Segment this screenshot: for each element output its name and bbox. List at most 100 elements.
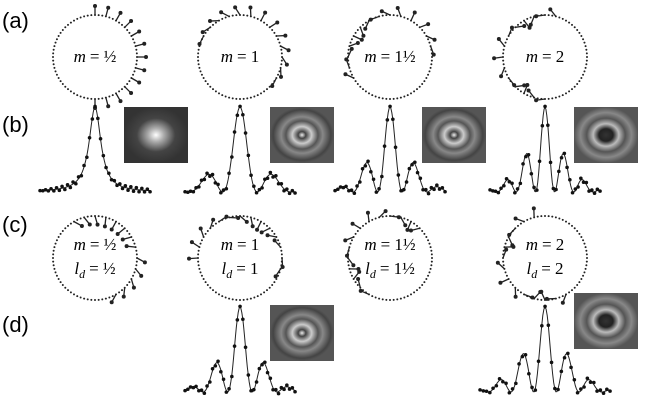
- dot: [537, 298, 539, 300]
- dot: [253, 17, 255, 19]
- value: = 2: [542, 235, 564, 254]
- dot: [64, 26, 66, 28]
- dot: [430, 268, 432, 270]
- dot: [416, 225, 418, 227]
- dot: [375, 95, 377, 97]
- dot: [357, 284, 359, 286]
- variable: m: [221, 47, 233, 66]
- dot: [273, 80, 275, 82]
- dot: [253, 296, 255, 298]
- dot: [62, 230, 64, 232]
- dot: [385, 98, 387, 100]
- variable: m: [74, 235, 86, 254]
- dot: [430, 49, 432, 51]
- arrow-head: [507, 233, 511, 237]
- value: = ½: [90, 235, 117, 254]
- label: m= 1: [221, 235, 260, 254]
- value: = 2: [542, 47, 564, 66]
- label: m= 1½: [364, 235, 416, 254]
- arrow-head: [343, 238, 347, 242]
- dot: [551, 216, 553, 218]
- dot: [207, 284, 209, 286]
- dot: [350, 42, 352, 44]
- dot: [348, 264, 350, 266]
- dot: [502, 253, 504, 255]
- dot: [400, 298, 402, 300]
- dot: [52, 253, 54, 255]
- dot: [53, 246, 55, 248]
- dot: [574, 86, 576, 88]
- dot: [273, 233, 275, 235]
- dot: [407, 94, 409, 96]
- dot: [90, 299, 92, 301]
- dot: [506, 275, 508, 277]
- dot: [362, 289, 364, 291]
- arrow-head: [403, 223, 407, 227]
- dot: [585, 63, 587, 65]
- dot: [198, 268, 200, 270]
- arrow-head: [356, 41, 360, 45]
- variable: m: [526, 47, 538, 66]
- dot: [503, 264, 505, 266]
- dot: [512, 284, 514, 286]
- dot: [105, 298, 107, 300]
- dot: [586, 60, 588, 62]
- dot: [576, 284, 578, 286]
- dot: [423, 32, 425, 34]
- dot: [419, 287, 421, 289]
- dot: [215, 22, 217, 24]
- dot: [205, 80, 207, 82]
- dot: [403, 296, 405, 298]
- dot: [83, 97, 85, 99]
- dot: [351, 74, 353, 76]
- dot: [506, 38, 508, 40]
- dot: [80, 95, 82, 97]
- dot: [112, 219, 114, 221]
- panel-label: (d): [2, 312, 29, 337]
- dot: [585, 268, 587, 270]
- dot: [94, 299, 96, 301]
- dot: [544, 215, 546, 217]
- dot: [277, 74, 279, 76]
- label: ld= ½: [74, 259, 116, 281]
- dot: [250, 298, 252, 300]
- dot: [580, 236, 582, 238]
- dot: [586, 253, 588, 255]
- dot: [586, 257, 588, 259]
- dot: [357, 29, 359, 31]
- arrow-head: [351, 263, 355, 267]
- dot: [375, 218, 377, 220]
- dot: [413, 291, 415, 293]
- dot: [548, 299, 550, 301]
- dot: [53, 63, 55, 65]
- dot: [62, 83, 64, 85]
- dot: [257, 94, 259, 96]
- dot: [565, 20, 567, 22]
- dot: [246, 97, 248, 99]
- dot: [378, 97, 380, 99]
- dot: [582, 275, 584, 277]
- dot: [421, 83, 423, 85]
- dot: [112, 94, 114, 96]
- dot: [70, 22, 72, 24]
- dot: [410, 92, 412, 94]
- arrow-head: [363, 27, 367, 31]
- dot: [540, 98, 542, 100]
- arrow-head: [273, 238, 277, 242]
- dot: [430, 246, 432, 248]
- dot: [260, 92, 262, 94]
- dot: [281, 253, 283, 255]
- dot: [431, 257, 433, 259]
- arrow-head: [263, 11, 267, 15]
- dot: [510, 281, 512, 283]
- dot: [235, 215, 237, 217]
- arrow-head: [201, 30, 205, 34]
- dot: [428, 42, 430, 44]
- dot: [431, 56, 433, 58]
- dot: [505, 42, 507, 44]
- dot: [502, 261, 504, 263]
- dot: [526, 94, 528, 96]
- dot: [58, 236, 60, 238]
- arrow-head: [356, 277, 360, 281]
- dot: [76, 94, 78, 96]
